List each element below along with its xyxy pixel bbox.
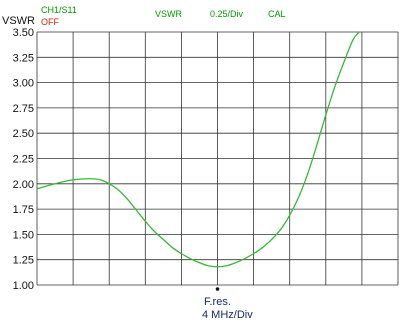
y-tick-label: 3.25 bbox=[13, 52, 34, 64]
channel-label: CH1/S11 bbox=[41, 5, 77, 15]
format-label: VSWR bbox=[155, 9, 183, 19]
vswr-trace bbox=[36, 31, 360, 268]
y-tick-label: 3.00 bbox=[13, 78, 34, 90]
resonance-marker bbox=[215, 287, 220, 291]
y-tick-label: 2.00 bbox=[13, 179, 34, 191]
y-tick-label: 3.50 bbox=[13, 27, 34, 39]
y-tick-label: 1.25 bbox=[13, 255, 34, 267]
status-label: OFF bbox=[41, 17, 59, 27]
resonance-marker-label: F.res. bbox=[204, 296, 231, 308]
y-axis-title: VSWR bbox=[2, 15, 35, 27]
cal-label: CAL bbox=[268, 9, 286, 19]
y-tick-label: 1.00 bbox=[13, 280, 34, 292]
y-tick-label: 2.75 bbox=[13, 103, 34, 115]
y-tick-label: 1.75 bbox=[13, 204, 34, 216]
y-tick-label: 1.50 bbox=[13, 229, 34, 241]
y-tick-label: 2.25 bbox=[13, 154, 34, 166]
y-tick-label: 2.50 bbox=[13, 128, 34, 140]
scale-label: 0.25/Div bbox=[210, 9, 244, 19]
frequency-scale-label: 4 MHz/Div bbox=[202, 309, 253, 321]
